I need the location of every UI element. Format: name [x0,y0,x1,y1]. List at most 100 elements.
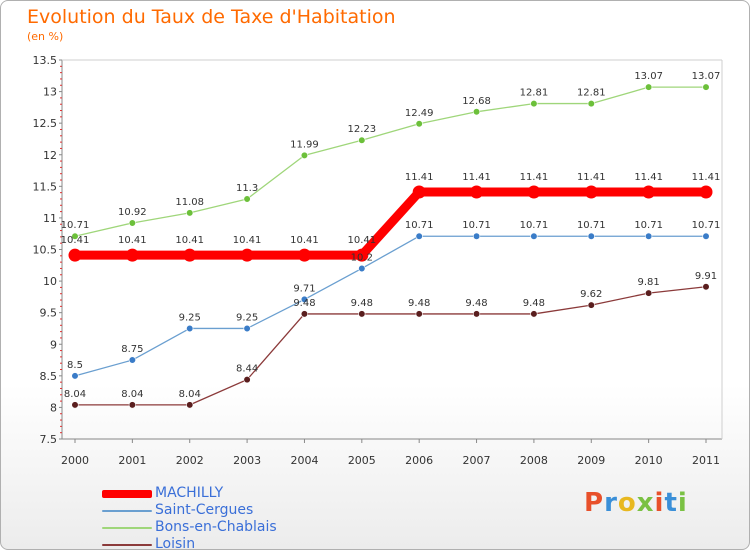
data-label: 9.48 [408,298,430,309]
data-label: 10.71 [462,220,491,231]
data-label: 9.48 [351,298,373,309]
data-point [587,232,595,240]
data-label: 12.23 [347,124,376,135]
legend-item-loisin: Loisin [102,536,277,553]
data-label: 11.41 [577,172,606,183]
data-point [183,248,197,262]
data-point [355,248,369,262]
y-tick-label: 9.5 [40,307,58,320]
data-point [186,209,194,217]
x-tick-label: 2005 [348,454,376,467]
data-point [642,185,656,199]
data-point [300,295,309,304]
data-point [300,310,309,318]
logo-letter: x [636,488,655,518]
data-point [186,324,194,333]
data-point [71,372,79,380]
chart-title: Evolution du Taux de Taxe d'Habitation [27,6,396,28]
series-saint-cergues [71,232,710,380]
data-label: 9.25 [236,312,258,323]
logo-letter: t [664,488,678,518]
x-tick-label: 2004 [290,454,318,467]
data-point [186,401,194,409]
series-loisin [71,283,710,409]
y-tick-label: 13.5 [33,54,58,67]
data-label: 11.3 [236,183,258,194]
data-point [300,151,309,159]
data-point [358,136,366,144]
series-line-bons-en-chablais [74,86,707,237]
data-point [415,310,423,318]
data-label: 10.92 [118,207,147,218]
data-label: 12.81 [577,88,606,99]
data-label: 10.41 [118,235,147,246]
legend-label: Bons-en-Chablais [155,519,277,535]
series-bons-en-chablais [71,83,710,240]
data-point [415,232,423,240]
data-label: 10.41 [290,235,319,246]
x-tick-label: 2009 [577,454,605,467]
data-label: 9.62 [580,289,602,300]
y-tick-label: 9 [50,338,57,351]
x-tick-label: 2006 [405,454,433,467]
data-label: 9.48 [465,298,487,309]
series-line-loisin [74,286,707,406]
data-point [128,401,136,409]
data-labels-layer: 8.5 8.75 9.25 9.25 9.71 10.2 10.71 10.71 10.71 10… [61,71,721,400]
data-point [587,301,595,309]
y-tick-label: 11.5 [33,180,58,193]
data-label: 13.07 [692,71,721,82]
y-tick-label: 12 [43,149,57,162]
data-label: 8.5 [67,360,83,371]
data-label: 10.41 [347,235,376,246]
data-point [68,248,82,262]
data-point [530,232,538,240]
x-tick-label: 2010 [635,454,663,467]
legend-item-machilly: MACHILLY [102,485,277,502]
data-label: 11.41 [520,172,549,183]
data-point [470,185,484,199]
data-label: 11.41 [692,172,721,183]
data-point [412,185,426,199]
data-point [125,248,139,262]
data-point [243,324,251,333]
data-label: 10.71 [634,220,663,231]
data-point [472,232,481,240]
y-tick-label: 12.5 [33,117,58,130]
series-line-machilly [70,187,711,260]
data-label: 11.41 [405,172,434,183]
data-label: 9.81 [638,277,660,288]
data-label: 11.08 [175,197,204,208]
x-tick-label: 2002 [176,454,204,467]
legend-swatch [102,526,152,529]
data-point [530,99,538,108]
series-machilly [68,185,713,262]
legend-label: MACHILLY [155,485,224,501]
data-label: 9.91 [695,271,717,282]
legend-item-bons-en-chablais: Bons-en-Chablais [102,519,277,536]
legend-swatch [102,489,152,498]
data-point [472,108,481,116]
data-label: 9.48 [523,298,545,309]
data-label: 11.41 [462,172,491,183]
legend-item-saint-cergues: Saint-Cergues [102,502,277,519]
data-label: 9.48 [293,298,315,309]
data-point [702,232,710,240]
y-tick-label: 8 [50,401,57,414]
series-line-saint-cergues [74,235,707,377]
data-point [527,185,541,199]
data-point [584,185,598,199]
data-point [297,248,311,262]
x-tick-label: 2000 [61,454,89,467]
y-tick-label: 10 [43,275,57,288]
chart-subtitle: (en %) [27,30,64,43]
legend-swatch [102,543,152,546]
data-point [71,401,79,409]
data-point [240,248,254,262]
data-label: 10.71 [405,220,434,231]
x-tick-label: 2003 [233,454,261,467]
data-point [243,376,251,384]
data-label: 8.75 [121,344,143,355]
